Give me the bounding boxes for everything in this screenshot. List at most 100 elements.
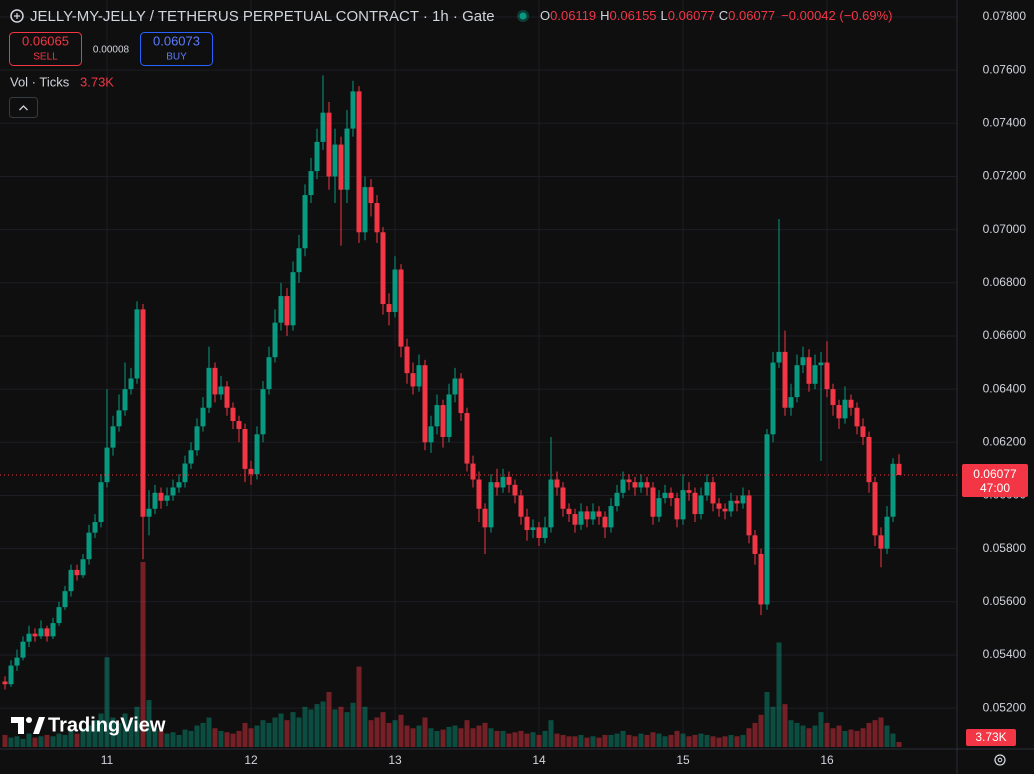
candle-body bbox=[230, 407, 236, 422]
candle-body bbox=[452, 378, 458, 395]
candle-body bbox=[98, 482, 104, 523]
candle-body bbox=[614, 492, 620, 507]
buy-label[interactable]: BUY bbox=[166, 52, 187, 63]
volume-bar bbox=[494, 730, 500, 747]
candle-body bbox=[254, 434, 260, 475]
volume-bar bbox=[458, 728, 464, 747]
volume-bar bbox=[14, 736, 20, 747]
settings-button[interactable] bbox=[994, 754, 1006, 766]
ohlc-legend: O0.06119 H0.06155 L0.06077 C0.06077 −0.00042… bbox=[540, 8, 892, 23]
candle-body bbox=[164, 495, 170, 501]
volume-bar bbox=[548, 720, 554, 747]
volume-bar bbox=[350, 702, 356, 747]
volume-bar bbox=[416, 725, 422, 747]
volume-bar bbox=[56, 733, 62, 747]
volume-bar bbox=[152, 728, 158, 747]
candle-body bbox=[632, 482, 638, 488]
candle-body bbox=[860, 426, 866, 437]
candle-body bbox=[110, 426, 116, 448]
buy-price[interactable]: 0.06073 bbox=[153, 33, 200, 48]
candle-body bbox=[872, 482, 878, 536]
candle-body bbox=[866, 436, 872, 483]
volume-bar bbox=[182, 729, 188, 747]
volume-bar bbox=[854, 730, 860, 747]
volume-bar bbox=[476, 725, 482, 747]
volume-bar bbox=[86, 725, 92, 747]
candle-body bbox=[590, 511, 596, 520]
candle-body bbox=[764, 434, 770, 605]
volume-bar bbox=[218, 730, 224, 747]
sell-label[interactable]: SELL bbox=[33, 52, 58, 63]
volume-bar bbox=[44, 734, 50, 747]
volume-bar bbox=[530, 732, 536, 747]
sell-button[interactable]: 0.06065 SELL bbox=[9, 32, 82, 66]
candle-body bbox=[704, 482, 710, 496]
candle-body bbox=[596, 511, 602, 517]
grid bbox=[0, 0, 957, 749]
collapse-button[interactable] bbox=[9, 97, 38, 118]
volume-bar bbox=[170, 732, 176, 747]
y-tick-label: 0.06800 bbox=[983, 275, 1027, 289]
volume-bar bbox=[512, 732, 518, 747]
candle-body bbox=[410, 373, 416, 387]
volume-bar bbox=[272, 717, 278, 747]
candle-body bbox=[692, 492, 698, 515]
candle-body bbox=[506, 476, 512, 485]
candle-body bbox=[80, 559, 86, 576]
volume-bar bbox=[800, 725, 806, 747]
volume-bar bbox=[626, 734, 632, 747]
volume-bar bbox=[74, 733, 80, 747]
volume-bar bbox=[716, 737, 722, 747]
volume-bar bbox=[710, 736, 716, 747]
candle-body bbox=[170, 487, 176, 496]
sell-price[interactable]: 0.06065 bbox=[22, 33, 69, 48]
volume-bar bbox=[560, 734, 566, 747]
candle-body bbox=[356, 91, 362, 233]
volume-bar bbox=[896, 741, 902, 747]
x-tick-label: 16 bbox=[820, 753, 834, 767]
volume-bar bbox=[20, 738, 26, 747]
status-dot bbox=[519, 12, 527, 20]
volume-bar bbox=[482, 722, 488, 747]
volume-bar bbox=[794, 722, 800, 747]
volume-bar bbox=[92, 720, 98, 747]
candle-body bbox=[434, 405, 440, 427]
candle-body bbox=[422, 365, 428, 443]
candle-body bbox=[464, 413, 470, 464]
candle-body bbox=[290, 272, 296, 326]
volume-bar bbox=[818, 712, 824, 747]
volume-bar bbox=[536, 734, 542, 747]
volume-bar bbox=[674, 730, 680, 747]
candle-body bbox=[584, 511, 590, 520]
volume-bar bbox=[188, 730, 194, 747]
volume-bar bbox=[632, 736, 638, 747]
volume-bar bbox=[848, 729, 854, 747]
volume-bar bbox=[26, 733, 32, 747]
symbol-icon bbox=[10, 9, 24, 23]
candle-body bbox=[500, 476, 506, 488]
candle-body bbox=[116, 410, 122, 427]
candle-body bbox=[650, 487, 656, 517]
candle-body bbox=[152, 492, 158, 509]
candle-body bbox=[206, 367, 212, 408]
candle-body bbox=[752, 535, 758, 554]
candle-body bbox=[398, 269, 404, 347]
volume-bar bbox=[614, 733, 620, 747]
volume-bar bbox=[590, 736, 596, 747]
candle-body bbox=[20, 641, 26, 658]
candle-body bbox=[104, 447, 110, 483]
candle-body bbox=[386, 304, 392, 313]
candle-body bbox=[830, 389, 836, 406]
volume-bar bbox=[650, 732, 656, 747]
candle-body bbox=[878, 535, 884, 549]
candle-body bbox=[86, 532, 92, 560]
buy-button[interactable]: 0.06073 BUY bbox=[140, 32, 213, 66]
candle-body bbox=[842, 399, 848, 419]
candle-body bbox=[122, 389, 128, 411]
volume-bar bbox=[428, 728, 434, 747]
volume-bar bbox=[680, 733, 686, 747]
volume-bar bbox=[140, 562, 146, 747]
candle-body bbox=[50, 623, 56, 637]
ohlc-item: L bbox=[661, 8, 668, 23]
volume-bar bbox=[38, 736, 44, 747]
